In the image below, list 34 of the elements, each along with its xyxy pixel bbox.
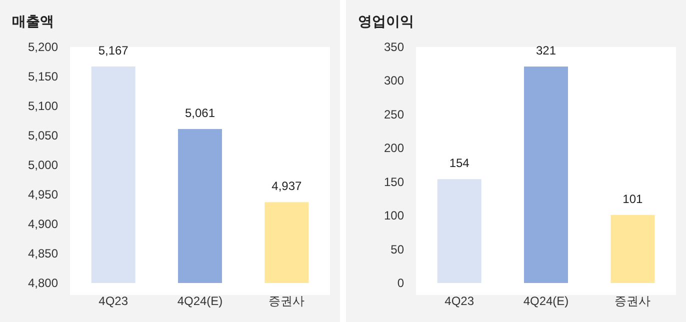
y-tick-label: 5,050	[28, 128, 58, 142]
y-tick-label: 5,000	[28, 158, 58, 172]
data-label: 5,061	[184, 106, 216, 120]
y-tick-label: 200	[384, 141, 404, 156]
data-label: 154	[449, 156, 470, 170]
y-tick-label: 5,200	[28, 40, 58, 54]
data-label: 101	[622, 192, 643, 206]
y-tick-label: 100	[384, 208, 404, 223]
y-tick-label: 150	[384, 174, 404, 189]
x-tick-label: 4Q24(E)	[523, 294, 569, 308]
y-tick-label: 4,900	[28, 217, 58, 231]
bar	[610, 214, 655, 283]
chart-title: 매출액	[12, 13, 54, 29]
data-label: 4,937	[272, 179, 302, 194]
x-tick-label: 증권사	[268, 294, 305, 308]
data-label: 5,167	[98, 43, 129, 58]
y-tick-label: 50	[390, 242, 404, 256]
bar	[437, 179, 482, 283]
chart-title: 영업이익	[358, 13, 414, 29]
data-label: 321	[536, 44, 556, 58]
x-tick-label: 4Q23	[444, 294, 474, 308]
y-tick-label: 4,950	[28, 188, 58, 202]
y-tick-label: 350	[384, 40, 404, 54]
y-tick-label: 5,150	[28, 70, 58, 84]
y-tick-label: 5,100	[28, 99, 58, 113]
y-tick-label: 250	[384, 107, 404, 122]
y-tick-label: 0	[397, 276, 404, 290]
bar	[524, 66, 568, 283]
x-tick-label: 4Q23	[98, 294, 128, 308]
y-tick-label: 4,800	[28, 276, 58, 290]
y-tick-label: 4,850	[28, 246, 58, 260]
x-tick-label: 증권사	[614, 294, 651, 308]
y-tick-label: 300	[384, 74, 404, 88]
x-tick-label: 4Q24(E)	[177, 294, 223, 308]
